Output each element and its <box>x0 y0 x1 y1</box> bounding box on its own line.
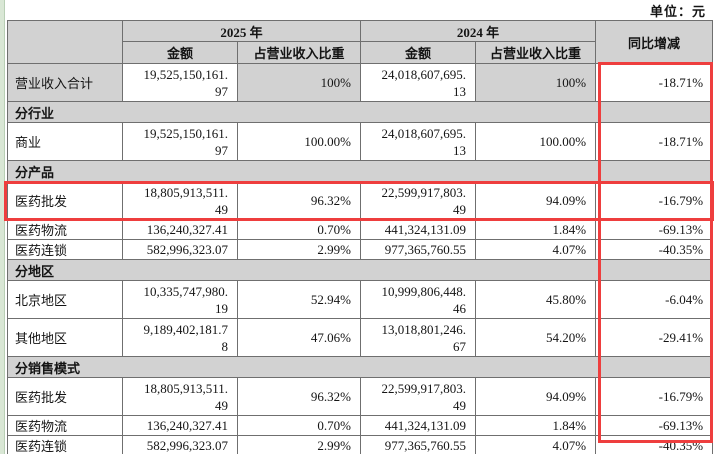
amount-2024: 977,365,760.55 <box>360 435 477 454</box>
yoy-change: -18.71% <box>595 63 714 102</box>
row-label: 营业收入合计 <box>7 63 123 102</box>
section-row: 分产品 <box>6 160 714 182</box>
row-label: 医药批发 <box>7 377 123 416</box>
section-label: 分行业 <box>6 101 714 123</box>
share-2025: 96.32% <box>236 181 362 220</box>
row-label: 医药物流 <box>7 415 123 436</box>
yoy-change: -69.13% <box>595 415 714 436</box>
yoy-change: -18.71% <box>595 122 714 161</box>
yoy-change: -69.13% <box>595 219 714 240</box>
share-2024: 94.09% <box>475 181 597 220</box>
row-label: 北京地区 <box>7 280 123 319</box>
amount-2025: 136,240,327.41 <box>122 219 238 240</box>
amount-2025: 9,189,402,181.78 <box>122 318 238 357</box>
share-2024: 1.84% <box>475 415 597 436</box>
table-row: 医药连锁 582,996,323.07 2.99% 977,365,760.55 4.0… <box>7 435 714 454</box>
amount-2024: 22,599,917,803.49 <box>360 377 477 416</box>
share-2024: 1.84% <box>475 219 597 240</box>
amount-2025-header: 金额 <box>122 41 238 64</box>
year-2025-header: 2025 年 <box>121 20 362 42</box>
section-row: 分行业 <box>6 101 714 123</box>
section-label: 分销售模式 <box>6 356 714 378</box>
section-label: 分地区 <box>6 259 714 281</box>
amount-2024: 13,018,801,246.67 <box>360 318 477 357</box>
share-2025: 2.99% <box>236 239 362 260</box>
share-2025: 0.70% <box>236 219 362 240</box>
amount-2025: 19,525,150,161.97 <box>122 63 238 102</box>
table-row: 商业 19,525,150,161.97 100.00% 24,018,607,695… <box>7 122 714 161</box>
yoy-change: -16.79% <box>595 181 714 220</box>
row-label: 其他地区 <box>7 318 123 357</box>
share-2025: 100.00% <box>236 122 362 161</box>
section-row: 分销售模式 <box>6 356 714 378</box>
yoy-change-header: 同比增减 <box>595 20 714 64</box>
share-2024: 4.07% <box>475 239 597 260</box>
row-label: 医药物流 <box>7 219 123 240</box>
section-label: 分产品 <box>6 160 714 182</box>
table-row: 营业收入合计 19,525,150,161.97 100% 24,018,607,69… <box>7 63 714 102</box>
share-2024: 100% <box>475 63 597 102</box>
amount-2025: 582,996,323.07 <box>122 239 238 260</box>
share-2025: 100% <box>236 63 362 102</box>
share-2025: 52.94% <box>236 280 362 319</box>
yoy-change: -6.04% <box>595 280 714 319</box>
yoy-change: -40.35% <box>595 435 714 454</box>
share-2025-header: 占营业收入比重 <box>236 41 362 64</box>
yoy-change: -29.41% <box>595 318 714 357</box>
revenue-breakdown-table: 2025 年 2024 年 同比增减 金额 占营业收入比重 金额 占营业收入比重… <box>6 20 714 454</box>
share-2024: 4.07% <box>475 435 597 454</box>
share-2025: 0.70% <box>236 415 362 436</box>
table-row: 医药批发 18,805,913,511.49 96.32% 22,599,917,80… <box>7 377 714 416</box>
yoy-change: -40.35% <box>595 239 714 260</box>
amount-2025: 18,805,913,511.49 <box>122 181 238 220</box>
yoy-change: -16.79% <box>595 377 714 416</box>
table-row: 医药物流 136,240,327.41 0.70% 441,324,131.09 1.8… <box>7 415 714 436</box>
amount-2025: 19,525,150,161.97 <box>122 122 238 161</box>
table-row: 医药批发 18,805,913,511.49 96.32% 22,599,917,80… <box>7 181 714 220</box>
amount-2025: 18,805,913,511.49 <box>122 377 238 416</box>
row-label: 商业 <box>7 122 123 161</box>
page-edge-strip <box>0 0 5 454</box>
table-header: 2025 年 2024 年 同比增减 金额 占营业收入比重 金额 占营业收入比重 <box>7 20 714 64</box>
table-row: 其他地区 9,189,402,181.78 47.06% 13,018,801,246… <box>7 318 714 357</box>
amount-2025: 10,335,747,980.19 <box>122 280 238 319</box>
amount-2024: 441,324,131.09 <box>360 415 477 436</box>
row-label: 医药批发 <box>7 181 123 220</box>
amount-2025: 136,240,327.41 <box>122 415 238 436</box>
amount-2024: 977,365,760.55 <box>360 239 477 260</box>
section-row: 分地区 <box>6 259 714 281</box>
table-row: 医药连锁 582,996,323.07 2.99% 977,365,760.55 4.0… <box>7 239 714 260</box>
share-2024: 54.20% <box>475 318 597 357</box>
amount-2024: 10,999,806,448.46 <box>360 280 477 319</box>
share-2024: 94.09% <box>475 377 597 416</box>
year-2024-header: 2024 年 <box>360 20 597 42</box>
share-2024: 45.80% <box>475 280 597 319</box>
amount-2025: 582,996,323.07 <box>122 435 238 454</box>
row-label: 医药连锁 <box>7 435 123 454</box>
share-2025: 96.32% <box>236 377 362 416</box>
amount-2024-header: 金额 <box>360 41 477 64</box>
amount-2024: 24,018,607,695.13 <box>360 122 477 161</box>
share-2024: 100.00% <box>475 122 597 161</box>
amount-2024: 24,018,607,695.13 <box>360 63 477 102</box>
row-label: 医药连锁 <box>7 239 123 260</box>
amount-2024: 441,324,131.09 <box>360 219 477 240</box>
unit-label: 单位：元 <box>649 4 706 19</box>
corner-cell <box>7 20 123 64</box>
amount-2024: 22,599,917,803.49 <box>360 181 477 220</box>
share-2025: 2.99% <box>236 435 362 454</box>
table-row: 医药物流 136,240,327.41 0.70% 441,324,131.09 1.8… <box>7 219 714 240</box>
table-body: 营业收入合计 19,525,150,161.97 100% 24,018,607,69… <box>6 63 714 454</box>
share-2025: 47.06% <box>236 318 362 357</box>
table-row: 北京地区 10,335,747,980.19 52.94% 10,999,806,44… <box>7 280 714 319</box>
share-2024-header: 占营业收入比重 <box>475 41 597 64</box>
